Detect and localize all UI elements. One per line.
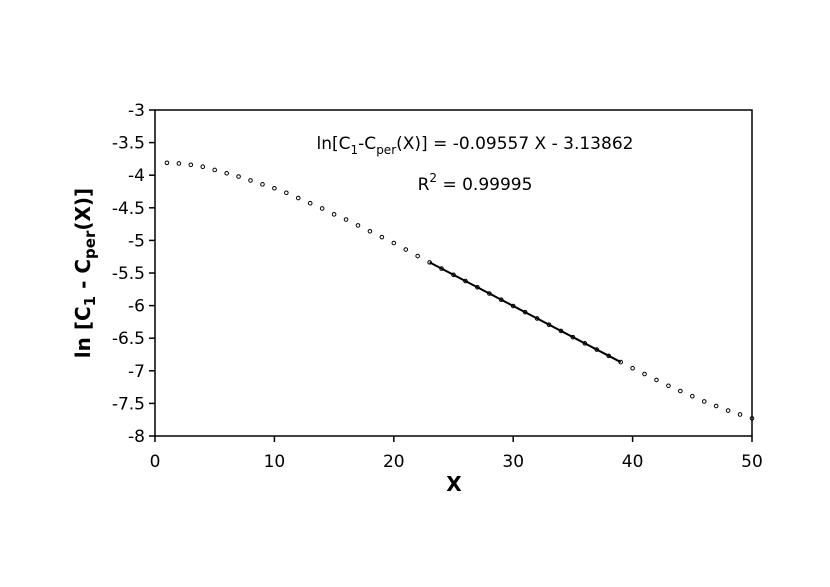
data-point	[403, 247, 409, 252]
data-point	[355, 223, 361, 228]
data-point	[391, 240, 397, 246]
y-tick-label: -8	[128, 427, 145, 447]
data-point	[212, 167, 217, 173]
data-point	[284, 190, 289, 196]
y-tick-label: -5	[128, 231, 145, 251]
data-point	[307, 200, 313, 206]
y-tick-label: -7.5	[112, 394, 145, 414]
text-part: 2	[429, 171, 437, 185]
data-point	[331, 212, 337, 217]
data-point	[725, 408, 731, 413]
text-part: 1	[81, 296, 99, 306]
data-point	[319, 206, 325, 211]
data-point	[654, 377, 659, 383]
text-part: -C	[358, 134, 376, 154]
equation-annotation: ln[C1-Cper(X)] = -0.09557 X - 3.13862	[317, 134, 634, 157]
data-point	[248, 178, 253, 183]
data-point	[701, 399, 707, 404]
data-point	[188, 162, 194, 168]
y-tick-label: -3	[128, 101, 145, 121]
x-tick-label: 40	[622, 452, 644, 472]
data-point	[260, 182, 265, 187]
text-part: (X)] = -0.09557 X - 3.13862	[396, 134, 633, 154]
data-point	[236, 174, 241, 179]
data-point	[713, 403, 719, 409]
y-tick-label: -4.5	[112, 199, 145, 219]
text-part: 1	[351, 143, 359, 157]
data-point	[642, 371, 647, 377]
x-tick-label: 10	[264, 452, 286, 472]
y-tick-label: -6	[128, 297, 145, 317]
data-point	[666, 383, 671, 389]
text-part: = 0.99995	[437, 175, 532, 195]
data-point	[678, 388, 683, 394]
data-point	[343, 217, 349, 222]
y-tick-label: -3.5	[112, 134, 145, 154]
text-part: R	[418, 175, 430, 195]
data-point	[749, 416, 755, 421]
y-axis-title: ln [C1 - Cper(X)]	[71, 188, 99, 358]
data-point	[295, 195, 301, 201]
text-part: ln[C	[317, 134, 351, 154]
x-tick-label: 0	[150, 452, 161, 472]
x-tick-label: 30	[502, 452, 524, 472]
data-point	[164, 160, 170, 166]
text-part: ln [C	[71, 306, 95, 358]
data-point	[737, 412, 743, 417]
data-point	[200, 164, 206, 170]
fit-line	[429, 261, 622, 363]
data-point	[224, 170, 229, 176]
text-part: (X)]	[71, 188, 95, 231]
data-point	[630, 365, 635, 371]
data-point	[690, 393, 695, 399]
data-point	[176, 161, 182, 166]
x-tick-label: 20	[383, 452, 405, 472]
text-part: - C	[71, 259, 95, 296]
data-point	[415, 253, 420, 259]
y-tick-label: -7	[128, 362, 145, 382]
x-tick-label: 50	[741, 452, 763, 472]
r2-annotation: R2 = 0.99995	[418, 171, 533, 195]
data-point	[367, 228, 373, 234]
data-point	[272, 185, 277, 191]
text-part: per	[376, 143, 396, 157]
data-point	[379, 234, 385, 240]
y-tick-label: -4	[128, 166, 145, 186]
y-tick-label: -6.5	[112, 329, 145, 349]
x-axis-title: X	[446, 472, 462, 496]
text-part: per	[81, 230, 99, 259]
y-tick-label: -5.5	[112, 264, 145, 284]
